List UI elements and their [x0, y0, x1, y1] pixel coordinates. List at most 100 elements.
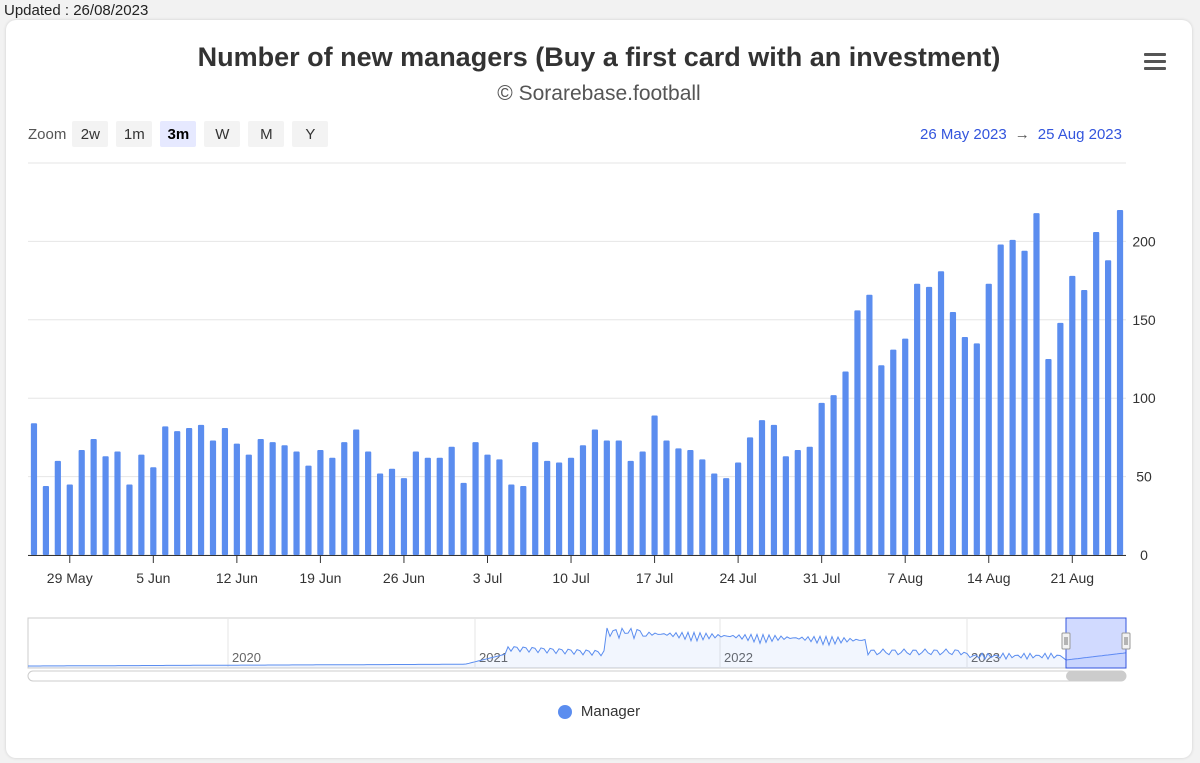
zoom-year-button[interactable]: Y [292, 121, 329, 147]
bar [902, 338, 909, 555]
y-tick-label: 50 [1136, 469, 1152, 485]
zoom-3m-button[interactable]: 3m [160, 121, 197, 147]
bar [663, 440, 670, 555]
bar [925, 286, 933, 555]
bar [555, 462, 563, 555]
bar [949, 311, 957, 555]
bar [937, 271, 945, 555]
zoom-2w-button[interactable]: 2w [72, 121, 109, 147]
bar [878, 365, 885, 555]
navigator-year-label: 2020 [232, 650, 261, 665]
bar [854, 310, 861, 555]
y-tick-label: 0 [1140, 547, 1148, 563]
bar [472, 442, 479, 555]
bar [544, 460, 551, 555]
x-tick-label: 14 Aug [967, 570, 1011, 586]
bar [711, 473, 718, 555]
bar [257, 438, 264, 555]
navigator-handle[interactable] [1061, 632, 1071, 650]
bar [30, 423, 38, 555]
navigator-handle-box [1061, 632, 1071, 650]
bar [448, 446, 455, 555]
bar [329, 457, 336, 555]
bar [770, 424, 778, 555]
range-arrow-icon: → [1014, 126, 1030, 143]
bar [353, 429, 360, 555]
bar [412, 451, 419, 555]
bar [293, 451, 300, 555]
zoom-week-button[interactable]: W [204, 121, 241, 147]
bar [221, 427, 229, 555]
bar [603, 440, 610, 555]
bar [78, 449, 85, 555]
chart-card: Number of new managers (Buy a first card… [6, 20, 1192, 758]
bar [1057, 322, 1064, 555]
bar [365, 451, 372, 555]
bar [651, 415, 658, 555]
bar [174, 431, 181, 555]
navigator-frame [27, 617, 1127, 669]
bar [138, 454, 145, 555]
navigator-year-label: 2022 [724, 650, 753, 665]
hamburger-menu-icon[interactable] [1144, 53, 1166, 71]
bar-chart: 0 50 100 150 200 29 May 5 Jun 12 Jun 19 Jun 26 Ju… [27, 162, 1156, 682]
bar [496, 459, 503, 555]
bar [460, 482, 467, 555]
bar [806, 446, 813, 555]
bar [675, 448, 682, 555]
bar [1009, 239, 1016, 555]
bar [532, 442, 539, 555]
bar [162, 426, 169, 555]
range-from-date[interactable]: 26 May 2023 [920, 126, 1007, 143]
zoom-month-button[interactable]: M [248, 121, 285, 147]
bar [233, 443, 240, 555]
bar [1104, 260, 1112, 555]
bar [424, 457, 431, 555]
bar [746, 437, 754, 555]
navigator-handle[interactable] [1121, 632, 1131, 650]
bar [579, 445, 587, 555]
zoom-controls: Zoom 2w 1m 3m W M Y [28, 121, 336, 147]
range-to-date[interactable]: 25 Aug 2023 [1037, 126, 1122, 143]
zoom-1m-button[interactable]: 1m [116, 121, 153, 147]
scrollbar-thumb[interactable] [1066, 671, 1126, 681]
x-tick-label: 3 Jul [473, 570, 503, 586]
x-tick-label: 29 May [47, 570, 93, 586]
bar [114, 451, 121, 555]
bar [197, 424, 205, 555]
y-tick-label: 150 [1132, 312, 1156, 328]
bar [818, 402, 825, 555]
bar [1033, 213, 1040, 555]
bar [90, 438, 97, 555]
bar [1093, 231, 1100, 555]
bar [209, 440, 217, 555]
bar [973, 343, 980, 555]
bar [687, 449, 694, 555]
bar [281, 445, 288, 555]
bar [269, 442, 276, 555]
bar [914, 283, 921, 555]
bar [126, 484, 133, 555]
bar [436, 457, 443, 555]
bar [1021, 250, 1028, 556]
legend[interactable]: Manager [6, 703, 1192, 720]
date-range: 26 May 2023 → 25 Aug 2023 [920, 126, 1122, 143]
bar [699, 459, 706, 555]
bar [66, 484, 73, 555]
legend-label: Manager [580, 703, 641, 720]
bar [639, 451, 646, 555]
bar [997, 244, 1004, 555]
x-tick-label: 21 Aug [1050, 570, 1094, 586]
bar [1116, 210, 1124, 556]
x-tick-label: 31 Jul [803, 570, 840, 586]
y-tick-label: 200 [1132, 233, 1156, 249]
bar [782, 456, 789, 555]
scrollbar-track[interactable] [27, 670, 1127, 682]
x-tick-label: 17 Jul [636, 570, 673, 586]
x-tick-label: 19 Jun [299, 570, 341, 586]
legend-marker [557, 704, 572, 719]
x-tick-label: 26 Jun [383, 570, 425, 586]
x-tick-label: 24 Jul [719, 570, 756, 586]
bar [150, 467, 157, 555]
bar [794, 449, 801, 555]
